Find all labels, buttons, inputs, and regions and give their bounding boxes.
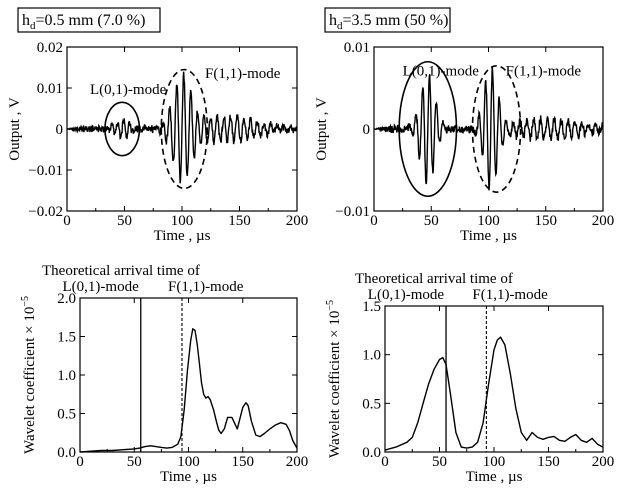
y-tick-label: 2.0 — [57, 291, 76, 307]
x-tick-label: 200 — [286, 454, 309, 470]
condition-box — [17, 7, 161, 33]
chart-p3: 0 50 100 150 200 0.0 0.5 1.0 1.5 2.0 Time , µs Theo… — [20, 263, 308, 485]
x-tick-label: 0 — [76, 454, 84, 470]
x-tick-label: 100 — [483, 454, 506, 470]
y-tick-label: 1.5 — [57, 330, 76, 346]
x-axis-label: Time , µs — [460, 228, 517, 244]
x-tick-label: 150 — [535, 213, 558, 229]
chart-p1: hd=0.5 mm (7.0 %) L(0,1)-mode F(1,1)-mode 0… — [7, 7, 309, 244]
x-tick-label: 50 — [424, 213, 439, 229]
y-tick-label: −0.01 — [28, 163, 63, 179]
condition-sub: d — [30, 20, 36, 32]
mode-label: L(0,1)-mode — [90, 82, 167, 98]
plot-frame — [384, 305, 604, 453]
x-tick-label: 150 — [537, 454, 560, 470]
x-axis-label: Time , µs — [154, 228, 211, 244]
y-tick-label: −0.02 — [28, 204, 63, 220]
x-tick-label: 200 — [592, 213, 615, 229]
y-axis-label-exponent: −5 — [325, 300, 336, 311]
y-axis-label: Output , V — [314, 97, 330, 161]
x-tick-label: 100 — [171, 213, 194, 229]
f-mode-ring — [160, 68, 209, 190]
mode-label: F(1,1)-mode — [506, 64, 582, 80]
l-mode-ring — [398, 60, 458, 198]
y-tick-label: 0.0 — [57, 445, 76, 461]
condition-box — [324, 7, 451, 33]
x-tick-label: 0 — [63, 213, 71, 229]
x-tick-label: 200 — [592, 454, 615, 470]
y-tick-label: 1.5 — [362, 299, 381, 315]
y-axis-label: Wavelet coefficient × 10−5 — [20, 296, 38, 454]
condition-main: h — [329, 12, 337, 29]
x-tick-label: 150 — [228, 213, 251, 229]
x-tick-label: 100 — [477, 213, 500, 229]
x-tick-label: 50 — [432, 454, 447, 470]
y-tick-label: 0.02 — [37, 40, 63, 56]
mode-label: L(0,1)-mode — [403, 64, 480, 80]
y-tick-label: 0.01 — [344, 40, 370, 56]
x-tick-label: 0 — [381, 454, 389, 470]
x-axis-label: Time , µs — [160, 469, 217, 485]
y-tick-label: 0 — [56, 122, 64, 138]
x-axis-label: Time , µs — [466, 469, 523, 485]
y-axis-label: Wavelet coefficient × 10−5 — [325, 300, 343, 458]
condition-rest: =3.5 mm (50 %) — [343, 12, 449, 29]
y-axis-label: Output , V — [7, 97, 23, 161]
condition-rest: =0.5 mm (7.0 %) — [36, 12, 146, 29]
mode-label: F(1,1)-mode — [205, 66, 281, 82]
y-tick-label: 0.01 — [37, 81, 63, 97]
f-mode-arrival-label: F(1,1)-mode — [168, 279, 244, 295]
y-tick-label: 1.0 — [57, 368, 76, 384]
condition-sub: d — [337, 20, 343, 32]
f-mode-ring — [471, 65, 522, 193]
condition-text: hd=3.5 mm (50 %) — [329, 12, 448, 32]
y-tick-label: 0 — [363, 122, 371, 138]
l-mode-ring — [104, 101, 141, 157]
waveform-line — [374, 66, 604, 191]
y-axis-label-main: Wavelet coefficient × 10 — [22, 307, 38, 454]
x-tick-label: 50 — [117, 213, 132, 229]
condition-text: hd=0.5 mm (7.0 %) — [22, 12, 145, 32]
condition-main: h — [22, 12, 30, 29]
condition-label: hd=0.5 mm (7.0 %) — [17, 7, 161, 33]
condition-label: hd=3.5 mm (50 %) — [324, 7, 451, 33]
l-mode-arrival-label: L(0,1)-mode — [63, 279, 140, 295]
y-tick-label: 1.0 — [362, 348, 381, 364]
y-axis-label-main: Wavelet coefficient × 10 — [327, 311, 343, 458]
wavelet-curve — [79, 328, 298, 453]
x-tick-label: 100 — [177, 454, 200, 470]
plot-frame — [79, 297, 298, 453]
x-tick-label: 50 — [127, 454, 142, 470]
y-tick-label: 0.5 — [362, 396, 381, 412]
arrival-annotation-title: Theoretical arrival time of — [355, 271, 513, 287]
l-mode-arrival-label: L(0,1)-mode — [368, 287, 445, 303]
chart-p2: hd=3.5 mm (50 %) L(0,1)-mode F(1,1)-mode 0 5… — [314, 7, 615, 244]
x-tick-label: 200 — [286, 213, 309, 229]
y-tick-label: 0.5 — [57, 407, 76, 423]
y-axis-label-exponent: −5 — [20, 296, 31, 307]
y-tick-label: −0.01 — [335, 204, 370, 220]
wavelet-curve — [384, 336, 604, 451]
chart-p4: 0 50 100 150 200 0.0 0.5 1.0 1.5 Time , µs Theoret… — [325, 271, 614, 485]
arrival-annotation-title: Theoretical arrival time of — [42, 263, 200, 279]
x-tick-label: 150 — [232, 454, 255, 470]
f-mode-arrival-label: F(1,1)-mode — [472, 287, 548, 303]
y-tick-label: 0.0 — [362, 445, 381, 461]
x-tick-label: 0 — [370, 213, 378, 229]
